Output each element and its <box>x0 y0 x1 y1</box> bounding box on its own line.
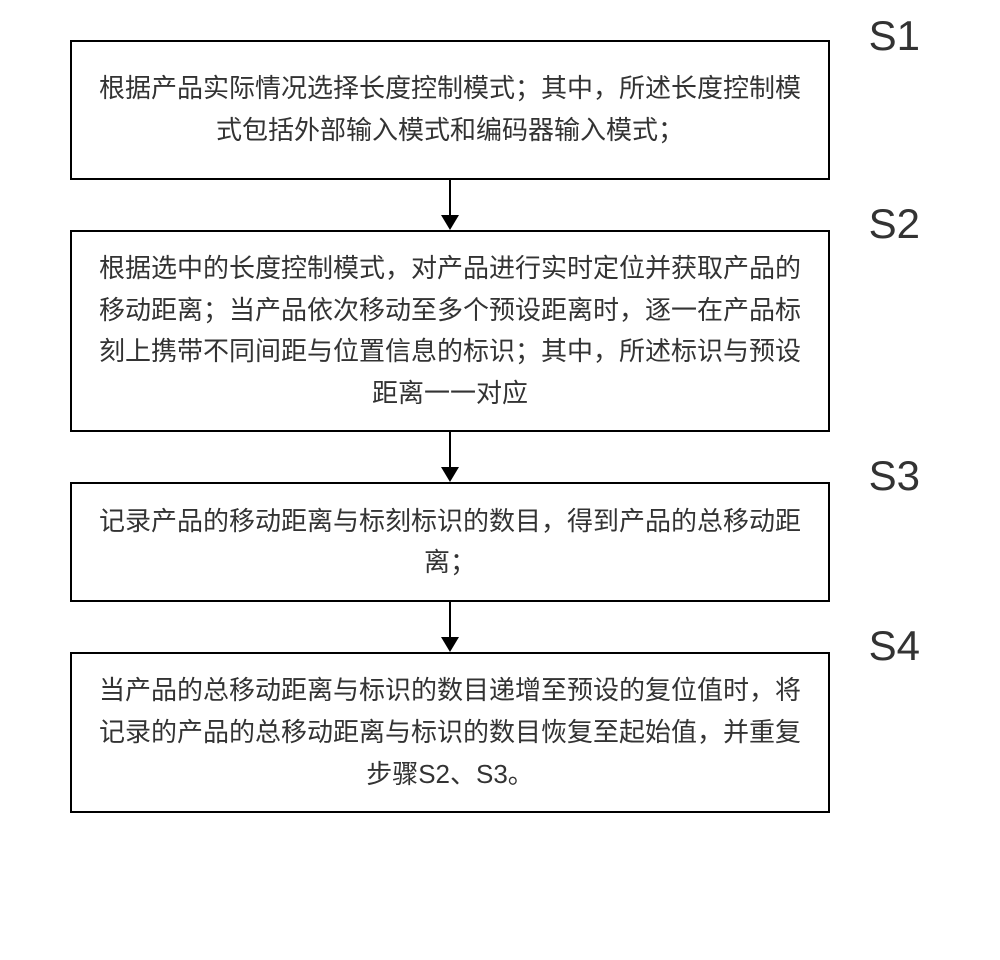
arrow-head-3 <box>441 637 459 652</box>
arrow-s1-s2 <box>70 180 830 230</box>
arrow-line-2 <box>449 432 451 468</box>
step-box-s1: 根据产品实际情况选择长度控制模式；其中，所述长度控制模式包括外部输入模式和编码器… <box>70 40 830 180</box>
step-s2-wrapper: S2 根据选中的长度控制模式，对产品进行实时定位并获取产品的移动距离；当产品依次… <box>70 230 910 432</box>
step-s3-wrapper: S3 记录产品的移动距离与标刻标识的数目，得到产品的总移动距离； <box>70 482 910 602</box>
step-label-s1: S1 <box>869 12 920 60</box>
flowchart-container: S1 根据产品实际情况选择长度控制模式；其中，所述长度控制模式包括外部输入模式和… <box>70 40 910 813</box>
step-text-s2: 根据选中的长度控制模式，对产品进行实时定位并获取产品的移动距离；当产品依次移动至… <box>92 248 808 414</box>
step-label-s3: S3 <box>869 452 920 500</box>
step-notch-s3 <box>838 482 870 514</box>
step-s4-wrapper: S4 当产品的总移动距离与标识的数目递增至预设的复位值时，将记录的产品的总移动距… <box>70 652 910 813</box>
step-text-s3: 记录产品的移动距离与标刻标识的数目，得到产品的总移动距离； <box>92 501 808 584</box>
step-notch-s4 <box>838 652 870 684</box>
arrow-s2-s3 <box>70 432 830 482</box>
arrow-line-1 <box>449 180 451 216</box>
step-notch-s1 <box>840 40 868 68</box>
step-box-s4: 当产品的总移动距离与标识的数目递增至预设的复位值时，将记录的产品的总移动距离与标… <box>70 652 830 813</box>
arrow-line-3 <box>449 602 451 638</box>
arrow-s3-s4 <box>70 602 830 652</box>
arrow-head-2 <box>441 467 459 482</box>
step-text-s1: 根据产品实际情况选择长度控制模式；其中，所述长度控制模式包括外部输入模式和编码器… <box>92 68 808 151</box>
step-label-s2: S2 <box>869 200 920 248</box>
step-box-s2: 根据选中的长度控制模式，对产品进行实时定位并获取产品的移动距离；当产品依次移动至… <box>70 230 830 432</box>
step-box-s3: 记录产品的移动距离与标刻标识的数目，得到产品的总移动距离； <box>70 482 830 602</box>
step-label-s4: S4 <box>869 622 920 670</box>
step-s1-wrapper: S1 根据产品实际情况选择长度控制模式；其中，所述长度控制模式包括外部输入模式和… <box>70 40 910 180</box>
step-notch-s2 <box>838 230 870 262</box>
step-text-s4: 当产品的总移动距离与标识的数目递增至预设的复位值时，将记录的产品的总移动距离与标… <box>92 670 808 795</box>
arrow-head-1 <box>441 215 459 230</box>
